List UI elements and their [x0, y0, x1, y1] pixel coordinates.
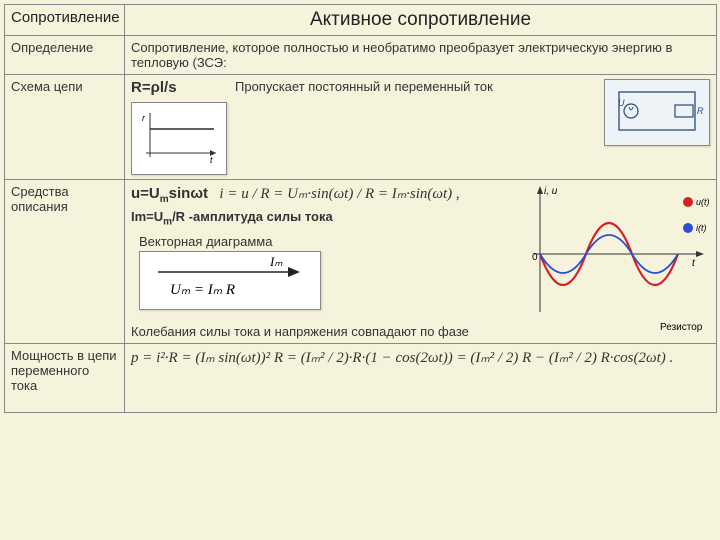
- svg-text:Резистор: Резистор: [660, 322, 703, 333]
- row-definition-text: Сопротивление, которое полностью и необр…: [125, 36, 717, 75]
- wave-panel: i, u t 0 u(t) i(t) Резистор: [520, 184, 710, 339]
- svg-text:t: t: [692, 258, 696, 269]
- circuit-panel: U R: [604, 79, 710, 146]
- row-definition-label: Определение: [5, 36, 125, 75]
- row-description-label: Средства описания: [5, 180, 125, 344]
- vector-diagram-title: Векторная диаграмма: [139, 234, 510, 249]
- power-equation: p = i²·R = (Iₘ sin(ωt))² R = (Iₘ² / 2)·R…: [131, 350, 673, 366]
- row-circuit-label: Схема цепи: [5, 75, 125, 180]
- svg-text:Uₘ = Iₘ R: Uₘ = Iₘ R: [170, 282, 235, 298]
- svg-text:0: 0: [532, 252, 538, 263]
- vector-diagram-icon: Iₘ Uₘ = Iₘ R: [150, 256, 310, 302]
- svg-text:Iₘ: Iₘ: [269, 256, 283, 269]
- vector-diagram-panel: Iₘ Uₘ = Iₘ R: [139, 251, 321, 310]
- row-power-label: Мощность в цепи переменного тока: [5, 343, 125, 412]
- row-description-cell: u=Umsinωt i = u / R = Uₘ·sin(ωt) / R = I…: [125, 180, 717, 344]
- rt-graph-icon: r t: [136, 107, 222, 167]
- phase-note: Колебания силы тока и напряжения совпада…: [131, 324, 510, 339]
- rt-graph-panel: r t: [131, 102, 227, 175]
- circuit-diagram-icon: U R: [609, 84, 705, 138]
- row-power-cell: p = i²·R = (Iₘ sin(ωt))² R = (Iₘ² / 2)·R…: [125, 343, 717, 412]
- svg-text:U: U: [618, 98, 625, 108]
- u-equation: u=Umsinωt: [131, 185, 212, 202]
- amplitude-note: Im=Um/R -амплитуда силы тока: [131, 209, 510, 228]
- header-right: Активное сопротивление: [125, 5, 717, 36]
- header-left: Сопротивление: [5, 5, 125, 36]
- row-circuit-cell: R=ρl/s r t: [125, 75, 717, 180]
- dc-ac-note: Пропускает постоянный и переменный ток: [235, 79, 493, 94]
- wave-graph-icon: i, u t 0 u(t) i(t) Резистор: [520, 184, 710, 334]
- svg-text:i, u: i, u: [544, 186, 558, 197]
- i-equation: i = u / R = Uₘ·sin(ωt) / R = Iₘ·sin(ωt) …: [219, 186, 459, 202]
- svg-text:u(t): u(t): [696, 197, 710, 207]
- resistance-formula: R=ρl/s: [131, 79, 177, 96]
- svg-text:R: R: [697, 106, 704, 116]
- svg-text:i(t): i(t): [696, 223, 707, 233]
